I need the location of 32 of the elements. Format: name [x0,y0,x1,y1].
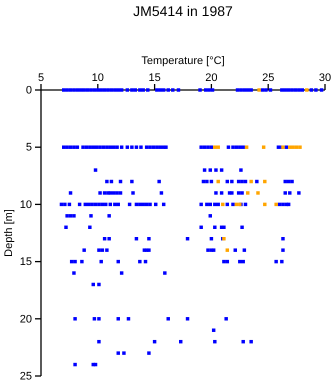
y-tick-label: 5 [26,142,32,154]
y-axis-title: Depth [m] [3,209,15,257]
point [216,145,220,149]
x-tick-label: 15 [148,72,161,84]
point [216,180,220,184]
x-tick-label: 10 [92,72,104,84]
point [249,180,253,184]
y-tick-label: 15 [20,256,32,268]
point [294,145,298,149]
x-tick-label: 5 [38,72,44,84]
y-tick-label: 0 [26,84,32,97]
point [288,145,292,149]
point [213,145,217,149]
point [263,180,267,184]
point [226,248,230,252]
x-tick-label: 25 [262,72,274,84]
point [262,145,266,149]
point [246,191,250,195]
point [256,191,260,195]
point [234,202,238,206]
point [221,202,224,206]
y-tick-label: 25 [20,370,32,383]
x-axis-title: Temperature [°C] [141,55,225,67]
y-tick-label: 20 [20,313,32,326]
point [274,202,278,206]
point [263,202,267,206]
point [291,145,295,149]
point [244,145,248,149]
chart-title: JM5414 in 1987 [133,3,234,19]
x-tick-label: 20 [205,72,218,84]
x-tick-label: 30 [318,72,332,84]
y-tick-label: 10 [20,198,32,211]
